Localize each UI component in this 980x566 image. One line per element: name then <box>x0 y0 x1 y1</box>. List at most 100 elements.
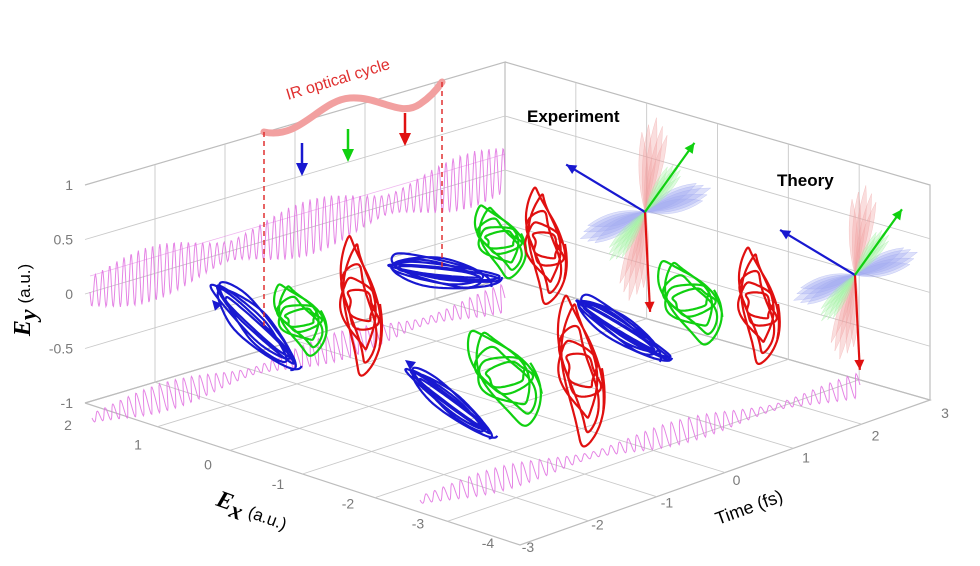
theory-red-petal <box>854 193 872 276</box>
green-trajectory-2 <box>473 204 528 280</box>
experiment-blue-petal <box>644 194 708 213</box>
ey-axis-ticks: 1 0.5 0 -0.5 -1 <box>49 177 73 411</box>
svg-text:Ex(a.u.): Ex(a.u.) <box>210 486 291 542</box>
ex-tick-label: -2 <box>342 496 355 512</box>
experiment-red-arrow-icon <box>644 301 655 312</box>
green-trajectory-3 <box>466 329 543 427</box>
ex-projection-wave-back <box>91 283 506 423</box>
experiment-green-petal <box>644 169 681 213</box>
theory-green-petal <box>821 274 856 322</box>
ex-tick-label: 0 <box>204 456 212 472</box>
experiment-label: Experiment <box>527 107 620 126</box>
time-tick-label: 3 <box>941 405 949 421</box>
time-tick-label: 2 <box>872 427 880 443</box>
theory-green-petal <box>820 274 856 316</box>
time-tick-label: -3 <box>522 539 535 555</box>
ey-projection-center <box>89 153 506 277</box>
blue-direction-arrow-icon <box>405 360 417 370</box>
experiment-red-petal <box>644 117 658 213</box>
ex-projection-wave-front <box>419 372 861 504</box>
ex-axis-ticks: 2 1 0 -1 -2 -3 -4 <box>64 417 494 551</box>
ex-tick-label: 2 <box>64 417 72 433</box>
blue-direction-arrow-icon <box>212 300 223 311</box>
theory-green-petal <box>827 274 856 320</box>
theory-blue-petal <box>800 273 856 290</box>
time-tick-label: 1 <box>802 450 810 466</box>
ey-unit: (a.u.) <box>15 264 34 304</box>
ey-tick-label: 0.5 <box>54 232 74 248</box>
grid-back-horizontal <box>84 223 506 349</box>
experiment-green-petal <box>609 211 646 261</box>
green-trajectory-1 <box>273 283 328 357</box>
trajectory-group <box>209 186 781 448</box>
ey-symbol: E <box>10 320 36 337</box>
grid-back-horizontal <box>84 169 506 295</box>
svg-text:Ey(a.u.): Ey (a.u.) <box>10 264 42 337</box>
time-tick-label: 0 <box>733 472 741 488</box>
axes-box <box>84 61 932 546</box>
ey-tick-label: -0.5 <box>49 341 73 357</box>
theory-blue-petal <box>854 257 915 276</box>
theory-red-petal <box>854 185 867 276</box>
ey-axis-title: Ey (a.u.) <box>10 264 42 337</box>
theory-green-arrow-icon <box>892 209 902 221</box>
blue-arrow-icon <box>296 143 308 176</box>
green-trajectory-4 <box>657 260 724 346</box>
experiment-green-vector <box>644 142 696 213</box>
experiment-red-vector <box>643 211 652 312</box>
grid-right-horizontal <box>504 115 931 240</box>
ey-projection-wave <box>89 147 506 309</box>
ex-tick-label: 1 <box>134 437 142 453</box>
experiment-green-petal <box>644 164 674 213</box>
blue-trajectory-4 <box>575 293 674 363</box>
grid-right-horizontal <box>504 223 931 347</box>
experiment-green-petal <box>615 211 646 260</box>
theory-green-petal <box>820 274 856 310</box>
ey-tick-label: 1 <box>65 177 73 193</box>
green-arrow-icon <box>342 129 354 162</box>
blue-trajectory-3 <box>404 366 499 440</box>
theory-blue-petal <box>854 262 911 278</box>
theory-red-vector <box>853 274 861 370</box>
time-axis-title: Time (fs) <box>713 486 786 529</box>
experiment-blue-vector <box>565 163 646 213</box>
theory-label: Theory <box>777 171 834 190</box>
theory-green-vector <box>854 208 903 276</box>
experiment-red-petal <box>619 211 646 284</box>
ir-cycle-wave <box>260 78 446 137</box>
time-axis-ticks: -3 -2 -1 0 1 2 3 <box>522 405 949 555</box>
theory-blue-vector <box>779 229 856 276</box>
ex-tick-label: -3 <box>412 515 425 531</box>
ey-tick-label: -1 <box>61 395 74 411</box>
red-trajectory-3 <box>556 294 606 448</box>
grid-back-horizontal <box>84 115 506 240</box>
ex-tick-label: -4 <box>482 535 495 551</box>
experiment-blue-petal <box>644 198 704 215</box>
blue-trajectory-1 <box>209 281 303 372</box>
ey-tick-label: 0 <box>65 286 73 302</box>
ex-tick-label: -1 <box>272 476 285 492</box>
experiment-blue-petal <box>587 210 646 228</box>
blue-trajectory-2 <box>387 252 503 290</box>
projection-group <box>89 147 861 504</box>
experiment-green-petal <box>608 211 646 255</box>
time-tick-label: -1 <box>661 494 674 510</box>
polarization-panels: Experiment Theory <box>527 107 919 370</box>
red-arrow-icon <box>399 113 411 146</box>
time-tick-label: -2 <box>591 517 604 533</box>
red-trajectory-4 <box>737 246 781 365</box>
experiment-green-petal <box>608 211 646 249</box>
theory-blue-arrow-icon <box>780 229 792 240</box>
experiment-polarization-fan <box>565 117 712 312</box>
ex-unit: (a.u.) <box>246 503 290 534</box>
theory-red-petal <box>830 274 856 343</box>
theory-blue-petal <box>799 274 856 304</box>
grid-floor-ex <box>447 379 860 522</box>
ey-subscript: y <box>16 309 42 323</box>
ir-cycle-label: IR optical cycle <box>284 56 392 104</box>
experiment-blue-arrow-icon <box>566 164 578 175</box>
red-trajectory-1 <box>339 235 384 377</box>
ex-axis-title: Ex(a.u.) <box>210 486 291 542</box>
experiment-green-arrow-icon <box>684 142 695 154</box>
